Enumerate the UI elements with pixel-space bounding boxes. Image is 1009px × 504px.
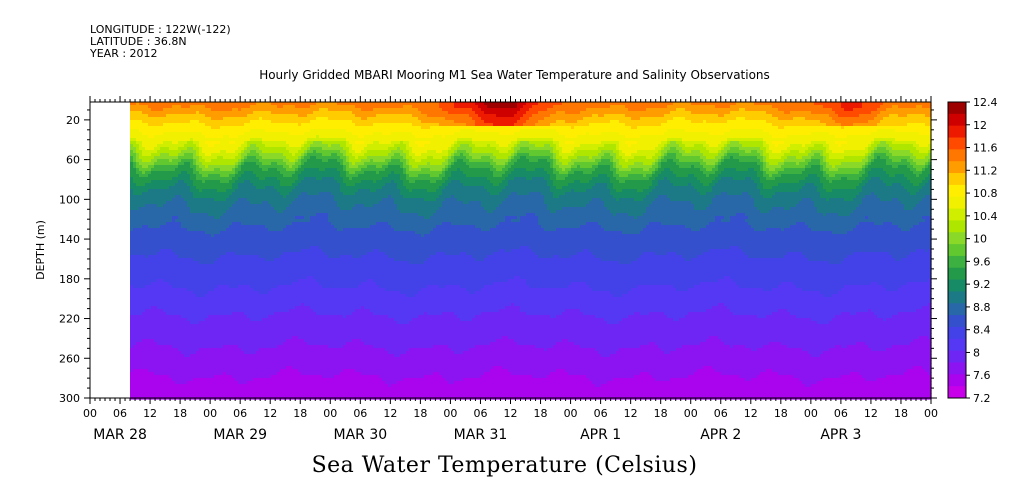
plot-area xyxy=(90,102,932,400)
